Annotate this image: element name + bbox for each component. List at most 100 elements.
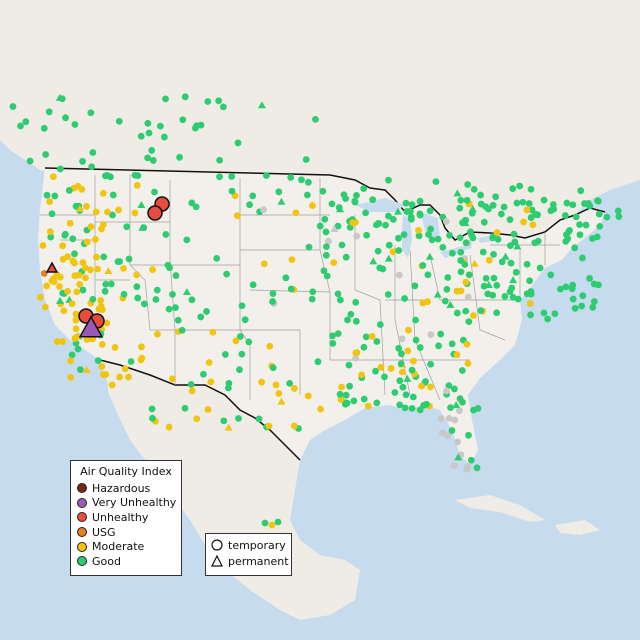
station-marker — [309, 202, 316, 209]
station-marker — [272, 381, 280, 389]
station-marker — [40, 270, 48, 277]
station-marker — [133, 271, 140, 279]
station-marker — [501, 293, 509, 300]
station-marker — [238, 302, 246, 310]
station-marker — [99, 221, 107, 228]
station-marker — [415, 232, 423, 240]
station-marker — [148, 405, 156, 413]
station-marker — [265, 422, 273, 430]
monitor-stations — [9, 93, 623, 529]
station-marker — [589, 235, 596, 242]
station-marker — [409, 393, 417, 401]
station-marker — [228, 187, 236, 195]
station-marker — [288, 256, 296, 264]
station-marker — [45, 108, 53, 116]
station-marker — [462, 278, 470, 286]
station-marker — [76, 280, 84, 288]
station-marker — [152, 296, 160, 303]
lake-michigan — [402, 215, 412, 258]
station-marker — [48, 210, 56, 218]
station-marker — [387, 365, 395, 372]
cuba-land — [455, 495, 545, 522]
station-marker — [445, 382, 453, 389]
station-marker — [88, 163, 96, 171]
station-marker — [109, 211, 116, 219]
station-marker — [586, 202, 594, 210]
station-marker — [381, 373, 388, 381]
station-marker — [193, 415, 201, 423]
station-marker — [519, 198, 527, 206]
station-marker — [457, 248, 465, 256]
station-marker — [233, 212, 241, 220]
station-marker — [61, 231, 69, 239]
station-marker — [216, 173, 223, 181]
station-marker — [352, 317, 360, 325]
station-marker — [323, 272, 331, 280]
station-marker — [402, 391, 410, 399]
lake-erie — [440, 244, 472, 258]
legend-item-unhealthy: Unhealthy — [71, 510, 181, 525]
station-marker — [457, 196, 465, 204]
station-marker — [72, 316, 80, 324]
station-marker — [79, 157, 86, 165]
station-marker — [149, 414, 156, 422]
station-marker — [360, 185, 368, 193]
station-marker — [384, 291, 392, 298]
station-marker — [275, 188, 283, 196]
station-marker — [89, 295, 97, 303]
legend-label: Moderate — [92, 540, 145, 554]
station-marker — [400, 231, 408, 239]
station-marker — [323, 243, 330, 251]
station-marker — [453, 189, 462, 197]
station-marker — [442, 218, 450, 225]
station-marker — [490, 274, 498, 282]
station-marker — [526, 277, 534, 285]
legend-item-hazardous: Hazardous — [71, 481, 181, 496]
station-marker — [87, 266, 94, 274]
station-marker — [266, 342, 274, 350]
station-marker — [465, 431, 472, 439]
baja-land — [108, 372, 150, 460]
station-marker — [138, 343, 145, 351]
station-marker — [51, 192, 59, 200]
station-marker — [317, 405, 324, 413]
station-marker — [76, 366, 84, 373]
station-marker — [100, 253, 108, 261]
station-marker — [156, 122, 164, 130]
station-marker — [26, 157, 34, 165]
station-marker — [463, 196, 471, 204]
station-marker — [595, 281, 602, 289]
station-marker — [83, 203, 90, 210]
station-marker — [531, 239, 539, 247]
station-marker — [571, 304, 579, 312]
station-marker — [470, 406, 477, 414]
station-marker — [67, 374, 75, 381]
station-marker — [232, 337, 240, 345]
station-marker — [120, 290, 128, 298]
station-marker — [115, 117, 123, 125]
station-marker — [562, 283, 570, 291]
station-marker — [200, 370, 207, 378]
station-marker — [330, 259, 338, 267]
station-marker — [178, 326, 186, 334]
station-marker — [165, 305, 173, 313]
station-marker — [321, 215, 329, 223]
station-marker — [557, 285, 564, 293]
station-marker — [188, 199, 196, 207]
station-marker — [484, 290, 492, 298]
triangle-icon — [211, 555, 223, 567]
station-marker — [160, 133, 168, 141]
station-marker — [473, 464, 481, 472]
station-marker — [416, 210, 424, 218]
station-marker — [249, 281, 257, 289]
station-marker — [447, 404, 454, 412]
station-marker — [94, 265, 101, 273]
station-marker — [373, 338, 381, 345]
station-marker — [398, 368, 406, 376]
station-marker — [56, 296, 65, 304]
station-marker — [111, 344, 119, 351]
station-marker — [405, 326, 412, 334]
station-marker — [334, 290, 342, 298]
station-marker — [72, 325, 80, 333]
